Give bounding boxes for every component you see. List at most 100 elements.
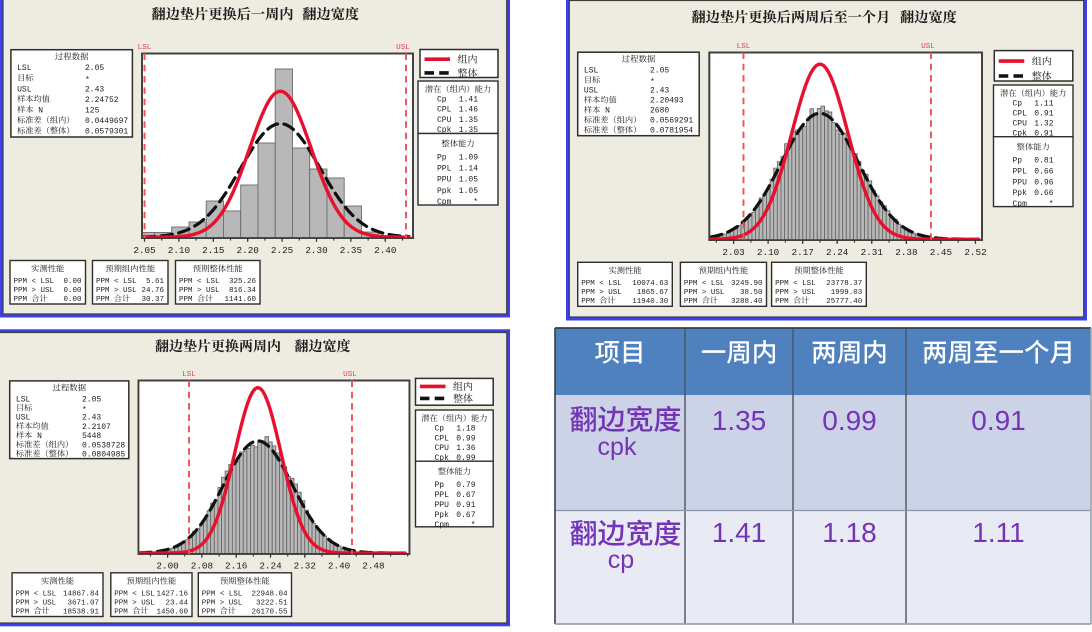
svg-text:1.18: 1.18 bbox=[822, 517, 877, 548]
svg-text:0.91: 0.91 bbox=[456, 501, 475, 510]
svg-text:USL: USL bbox=[584, 87, 599, 96]
svg-text:2.2107: 2.2107 bbox=[82, 423, 111, 432]
svg-text:PPM > USL: PPM > USL bbox=[202, 599, 243, 607]
svg-text:PPM: PPM bbox=[179, 296, 193, 304]
svg-text:Cpk: Cpk bbox=[1013, 129, 1028, 138]
svg-text:125: 125 bbox=[85, 106, 100, 115]
svg-text:Ppk: Ppk bbox=[1013, 189, 1028, 198]
svg-text:PPM: PPM bbox=[16, 609, 30, 617]
svg-text:0.66: 0.66 bbox=[1034, 189, 1053, 198]
svg-text:30.37: 30.37 bbox=[141, 296, 164, 304]
svg-text:PPU: PPU bbox=[435, 501, 450, 510]
svg-text:0.99: 0.99 bbox=[456, 434, 475, 443]
svg-text:1141.60: 1141.60 bbox=[224, 296, 256, 304]
svg-text:PPM < LSL: PPM < LSL bbox=[14, 278, 55, 286]
svg-text:25777.40: 25777.40 bbox=[826, 298, 863, 306]
svg-text:PPM > USL: PPM > USL bbox=[684, 289, 725, 297]
svg-text:2.43: 2.43 bbox=[650, 87, 669, 96]
svg-text:Cpk: Cpk bbox=[437, 126, 452, 135]
svg-text:1.14: 1.14 bbox=[459, 165, 478, 174]
svg-text:2.40: 2.40 bbox=[328, 561, 350, 572]
svg-text:0.91: 0.91 bbox=[971, 405, 1026, 436]
svg-text:1.46: 1.46 bbox=[459, 106, 478, 115]
svg-text:LSL: LSL bbox=[182, 371, 196, 379]
svg-text:Cpm: Cpm bbox=[437, 198, 452, 207]
svg-text:PPM: PPM bbox=[581, 298, 595, 306]
svg-text:1.41: 1.41 bbox=[712, 517, 767, 548]
svg-text:PPM < LSL: PPM < LSL bbox=[684, 280, 725, 288]
svg-text:CPU: CPU bbox=[437, 116, 452, 125]
svg-text:*: * bbox=[82, 406, 87, 415]
svg-text:LSL: LSL bbox=[737, 43, 751, 51]
svg-text:2.08: 2.08 bbox=[191, 561, 213, 572]
svg-text:2.48: 2.48 bbox=[362, 561, 384, 572]
svg-text:2.20: 2.20 bbox=[237, 245, 259, 256]
svg-text:1.35: 1.35 bbox=[712, 405, 767, 436]
svg-text:PPM: PPM bbox=[202, 609, 216, 617]
svg-text:1427.16: 1427.16 bbox=[156, 590, 188, 598]
svg-text:0.0538728: 0.0538728 bbox=[82, 441, 125, 450]
svg-text:0.0804985: 0.0804985 bbox=[82, 450, 125, 459]
svg-text:*: * bbox=[471, 521, 476, 530]
svg-text:2.52: 2.52 bbox=[964, 247, 986, 258]
svg-text:PPM > USL: PPM > USL bbox=[179, 287, 220, 295]
svg-text:2.32: 2.32 bbox=[294, 561, 316, 572]
svg-text:1450.60: 1450.60 bbox=[156, 609, 188, 617]
svg-text:1.11: 1.11 bbox=[972, 517, 1024, 548]
svg-text:3671.07: 3671.07 bbox=[67, 599, 99, 607]
svg-text:2.00: 2.00 bbox=[156, 561, 178, 572]
svg-text:PPM < LSL: PPM < LSL bbox=[96, 278, 137, 286]
svg-text:0.99: 0.99 bbox=[822, 405, 877, 436]
svg-text:1.11: 1.11 bbox=[1034, 100, 1053, 109]
svg-text:N: N bbox=[605, 107, 610, 116]
svg-text:3288.40: 3288.40 bbox=[731, 298, 763, 306]
svg-text:0.66: 0.66 bbox=[1034, 168, 1053, 177]
svg-text:Ppk: Ppk bbox=[435, 511, 450, 520]
svg-text:PPM > USL: PPM > USL bbox=[775, 289, 816, 297]
svg-text:PPU: PPU bbox=[1013, 178, 1028, 187]
svg-text:Pp: Pp bbox=[1013, 157, 1023, 166]
svg-text:PPM: PPM bbox=[114, 609, 128, 617]
svg-text:PPL: PPL bbox=[437, 165, 452, 174]
svg-text:PPU: PPU bbox=[437, 176, 452, 185]
svg-text:1999.03: 1999.03 bbox=[831, 289, 863, 297]
svg-text:Cpm: Cpm bbox=[1013, 200, 1028, 209]
svg-text:2.24: 2.24 bbox=[259, 561, 282, 572]
svg-text:*: * bbox=[85, 76, 90, 85]
svg-text:0.96: 0.96 bbox=[1034, 178, 1053, 187]
svg-text:1.05: 1.05 bbox=[459, 187, 478, 196]
svg-text:USL: USL bbox=[921, 43, 935, 51]
svg-text:2.40: 2.40 bbox=[374, 245, 396, 256]
svg-text:2.43: 2.43 bbox=[85, 85, 104, 94]
svg-text:0.0579301: 0.0579301 bbox=[85, 128, 128, 137]
svg-text:2.38: 2.38 bbox=[895, 247, 917, 258]
svg-text:PPM < LSL: PPM < LSL bbox=[581, 280, 622, 288]
svg-text:325.26: 325.26 bbox=[229, 278, 257, 286]
svg-text:USL: USL bbox=[17, 85, 32, 94]
svg-text:cpk: cpk bbox=[598, 433, 637, 461]
svg-text:PPM < LSL: PPM < LSL bbox=[775, 280, 816, 288]
svg-text:CPL: CPL bbox=[435, 434, 450, 443]
svg-text:USL: USL bbox=[343, 371, 357, 379]
svg-text:PPM < LSL: PPM < LSL bbox=[114, 590, 155, 598]
svg-text:2.43: 2.43 bbox=[82, 414, 101, 423]
svg-text:PPM > USL: PPM > USL bbox=[14, 287, 55, 295]
svg-text:0.81: 0.81 bbox=[1034, 157, 1053, 166]
svg-text:10074.63: 10074.63 bbox=[632, 280, 669, 288]
svg-text:USL: USL bbox=[396, 44, 410, 52]
svg-text:PPM > USL: PPM > USL bbox=[581, 289, 622, 297]
svg-text:CPU: CPU bbox=[1013, 119, 1028, 128]
svg-text:*: * bbox=[650, 78, 655, 87]
svg-text:PPM < LSL: PPM < LSL bbox=[16, 590, 57, 598]
svg-text:2.15: 2.15 bbox=[202, 245, 224, 256]
svg-text:0.99: 0.99 bbox=[456, 454, 475, 463]
svg-text:0.79: 0.79 bbox=[456, 481, 475, 490]
svg-text:3222.51: 3222.51 bbox=[256, 599, 288, 607]
svg-text:1.35: 1.35 bbox=[459, 116, 478, 125]
svg-text:2.05: 2.05 bbox=[133, 245, 155, 256]
svg-text:Pp: Pp bbox=[437, 154, 447, 163]
svg-text:LSL: LSL bbox=[16, 395, 31, 404]
svg-text:0.0569291: 0.0569291 bbox=[650, 117, 693, 126]
svg-text:Cp: Cp bbox=[437, 96, 447, 105]
svg-text:2.17: 2.17 bbox=[792, 247, 814, 258]
